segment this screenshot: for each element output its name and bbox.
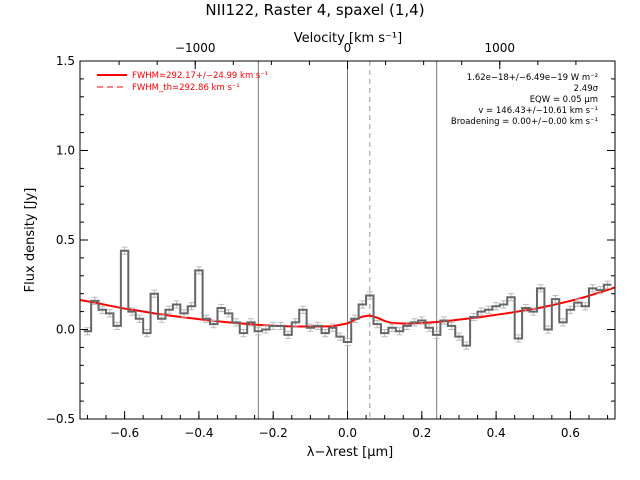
- top-tick-label: 0: [344, 41, 352, 55]
- data-series-steps: [83, 249, 612, 347]
- x-tick-label: 0.2: [412, 426, 431, 440]
- annotation-text: 1.62e−18+/−6.49e−19 W m⁻²: [467, 73, 598, 83]
- legend-label: FWHM=292.17+/−24.99 km s⁻¹: [132, 71, 268, 81]
- annotation-text: Broadening = 0.00+/−0.00 km s⁻¹: [451, 117, 598, 127]
- y-tick-label: 0.0: [56, 323, 75, 337]
- top-tick-label: −1000: [175, 41, 216, 55]
- axes: −0.6 −0.4 −0.2 0.0 0.2 0.4 0.6 −1000 0 1000 −0.5 0.…: [46, 41, 616, 440]
- x-tick-label: 0.4: [487, 426, 506, 440]
- y-tick-label: 1.5: [56, 54, 75, 68]
- data-layer: [83, 246, 612, 350]
- annotation-text: 2.49σ: [574, 84, 599, 94]
- x-tick-label: −0.6: [110, 426, 139, 440]
- annotation-text: EQW = 0.05 μm: [530, 95, 598, 105]
- y-tick-label: 1.0: [56, 144, 75, 158]
- y-tick-label: −0.5: [46, 412, 75, 426]
- x-tick-label: −0.4: [184, 426, 213, 440]
- chart-title: NII122, Raster 4, spaxel (1,4): [205, 1, 424, 19]
- y-tick-label: 0.5: [56, 233, 75, 247]
- legend-label: FWHM_th=292.86 km s⁻¹: [132, 83, 240, 93]
- x-tick-label: 0.6: [561, 426, 580, 440]
- x-tick-label: −0.2: [259, 426, 288, 440]
- vertical-reference-lines: [257, 61, 438, 419]
- x-tick-label: 0.0: [338, 426, 357, 440]
- legend: FWHM=292.17+/−24.99 km s⁻¹ FWHM_th=292.86…: [97, 71, 268, 93]
- x-axis-label: λ−λrest [μm]: [307, 445, 393, 460]
- top-axis-label: Velocity [km s⁻¹]: [294, 31, 402, 46]
- top-tick-label: 1000: [484, 41, 515, 55]
- y-axis-label: Flux density [Jy]: [23, 188, 38, 293]
- annotation-text: v = 146.43+/−10.61 km s⁻¹: [478, 106, 598, 116]
